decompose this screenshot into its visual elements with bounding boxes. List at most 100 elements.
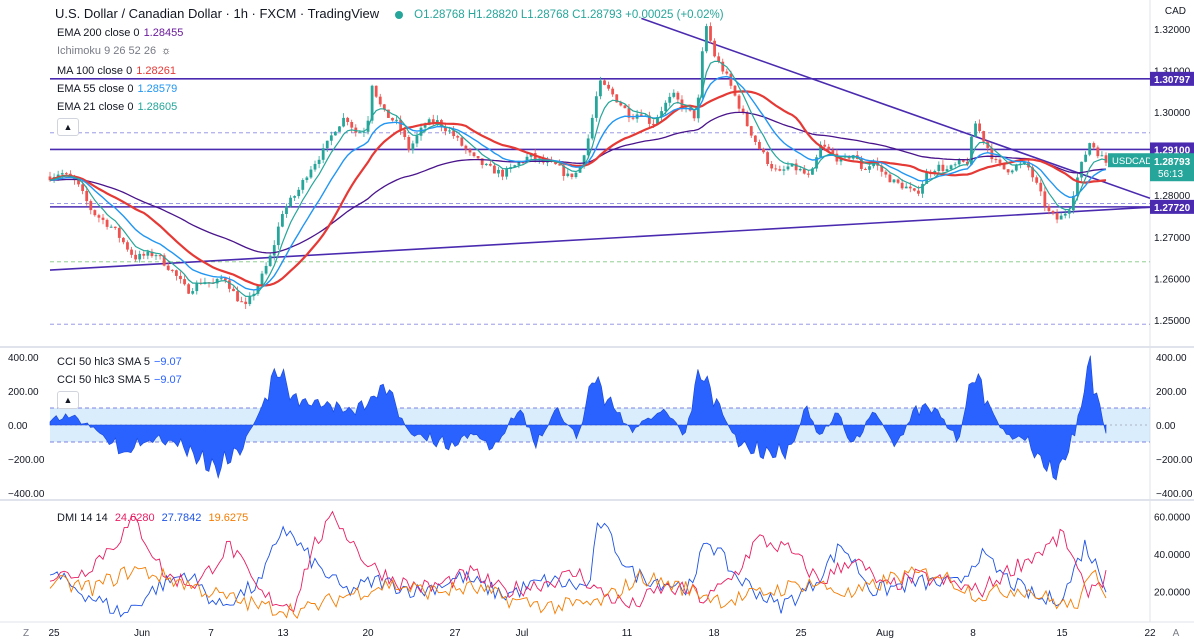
candle-body[interactable] [321,148,325,160]
candle-body[interactable] [183,279,186,285]
candle-body[interactable] [1063,213,1067,216]
candle-body[interactable] [921,183,924,194]
candle-body[interactable] [472,152,476,157]
candle-body[interactable] [896,179,900,183]
candle-body[interactable] [700,51,704,98]
candle-body[interactable] [994,159,998,161]
candle-body[interactable] [289,197,292,207]
candle-body[interactable] [431,119,435,123]
candle-body[interactable] [501,169,504,177]
candle-body[interactable] [786,166,790,170]
candle-body[interactable] [749,126,753,136]
candle-body[interactable] [974,123,977,137]
candle-body[interactable] [179,275,182,280]
candle-body[interactable] [770,164,774,169]
candle-body[interactable] [395,119,398,121]
candle-body[interactable] [664,102,668,112]
candle-body[interactable] [949,165,953,170]
candle-body[interactable] [366,120,370,132]
candle-body[interactable] [692,110,696,119]
candle-body[interactable] [961,160,965,162]
candle-body[interactable] [407,136,411,151]
candle-body[interactable] [89,201,93,211]
candle-body[interactable] [382,104,386,110]
candle-body[interactable] [892,179,896,183]
candle-body[interactable] [281,214,284,227]
candle-body[interactable] [1031,167,1035,178]
candle-body[interactable] [798,168,802,171]
dmi-pane[interactable] [49,510,1107,619]
candle-body[interactable] [48,176,52,181]
candle-body[interactable] [631,117,635,119]
candle-body[interactable] [594,96,598,118]
candle-body[interactable] [1092,143,1096,148]
candle-body[interactable] [729,73,733,86]
candle-body[interactable] [603,80,606,85]
candle-body[interactable] [268,255,272,266]
candle-body[interactable] [317,159,321,164]
candle-body[interactable] [150,251,154,257]
candle-body[interactable] [978,123,982,132]
candle-body[interactable] [313,163,317,170]
candle-body[interactable] [358,132,362,134]
candle-body[interactable] [64,173,68,175]
candle-body[interactable] [378,96,382,105]
candle-body[interactable] [566,173,570,177]
candle-body[interactable] [77,180,80,185]
candle-body[interactable] [101,217,105,220]
legend-ema21[interactable]: EMA 21 close 0 1.28605 [57,101,177,113]
dmi-plus-line[interactable] [49,522,1107,618]
ma-100-line[interactable] [49,90,1107,287]
candle-body[interactable] [970,136,973,165]
candle-body[interactable] [399,119,403,131]
candle-body[interactable] [56,174,60,178]
candle-body[interactable] [733,85,737,96]
candle-body[interactable] [236,291,239,302]
candle-body[interactable] [615,94,619,103]
candle-body[interactable] [435,120,439,123]
candle-body[interactable] [1035,177,1039,183]
candle-body[interactable] [464,145,468,150]
candle-body[interactable] [411,143,415,151]
candle-body[interactable] [215,278,219,284]
candle-body[interactable] [223,278,227,281]
candle-body[interactable] [423,124,427,128]
eye-hidden-icon[interactable]: ☼ [161,45,172,57]
candle-body[interactable] [819,144,822,158]
candle-body[interactable] [187,284,191,294]
candle-body[interactable] [554,161,557,165]
legend-ema55[interactable]: EMA 55 close 0 1.28579 [57,83,177,95]
candle-body[interactable] [480,158,484,165]
candle-body[interactable] [880,165,884,172]
candle-body[interactable] [888,174,892,183]
candle-body[interactable] [264,265,268,274]
candle-body[interactable] [293,196,297,198]
candle-body[interactable] [982,131,986,142]
candle-body[interactable] [232,288,235,292]
candle-body[interactable] [1055,212,1059,220]
price-pane[interactable] [48,17,1151,325]
candle-body[interactable] [639,114,643,116]
candle-body[interactable] [957,160,961,165]
candle-body[interactable] [774,168,778,170]
cci-pane[interactable] [49,355,1150,481]
candle-body[interactable] [456,136,460,138]
candle-body[interactable] [607,84,610,89]
candle-body[interactable] [864,168,867,170]
candle-body[interactable] [138,253,142,260]
candle-body[interactable] [790,163,794,167]
candle-body[interactable] [85,191,89,202]
candle-body[interactable] [570,173,574,178]
candle-body[interactable] [468,149,472,153]
candle-body[interactable] [334,131,337,136]
candle-body[interactable] [484,163,488,165]
candle-body[interactable] [517,161,521,166]
candle-body[interactable] [374,85,378,97]
candle-body[interactable] [904,186,908,189]
candle-body[interactable] [117,228,121,238]
candle-body[interactable] [1088,143,1092,155]
candle-body[interactable] [709,26,712,41]
candle-body[interactable] [778,169,782,171]
candle-body[interactable] [1059,215,1063,220]
collapse-cci-legend-button[interactable]: ▲ [57,391,79,409]
